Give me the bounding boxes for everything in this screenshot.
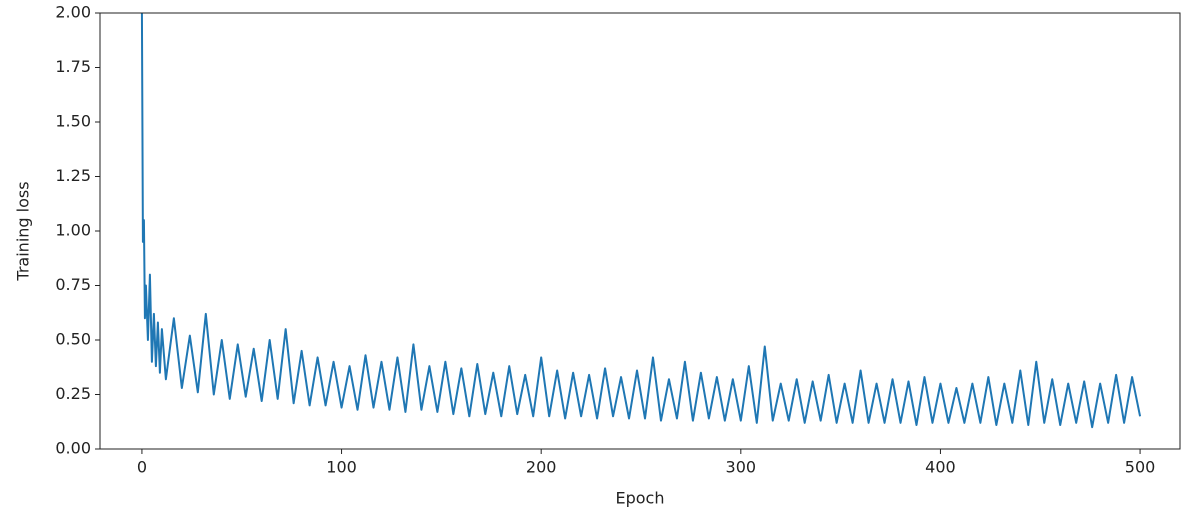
x-tick-label: 500	[1125, 458, 1156, 477]
y-tick-label: 0.75	[55, 275, 91, 294]
y-tick-label: 1.50	[55, 112, 91, 131]
x-tick-label: 300	[726, 458, 757, 477]
y-tick-label: 0.25	[55, 384, 91, 403]
x-tick-label: 400	[925, 458, 956, 477]
x-tick-label: 200	[526, 458, 557, 477]
loss-line	[140, 13, 1142, 429]
y-tick-label: 2.00	[55, 3, 91, 22]
y-tick-label: 1.25	[55, 166, 91, 185]
y-axis-label: Training loss	[14, 181, 33, 281]
x-tick-label: 100	[326, 458, 357, 477]
y-tick-label: 0.50	[55, 330, 91, 349]
x-axis-label: Epoch	[616, 489, 665, 508]
y-tick-label: 0.00	[55, 439, 91, 458]
plot-frame	[99, 12, 1181, 450]
y-tick-label: 1.00	[55, 221, 91, 240]
y-tick-label: 1.75	[55, 57, 91, 76]
x-tick-label: 0	[137, 458, 147, 477]
